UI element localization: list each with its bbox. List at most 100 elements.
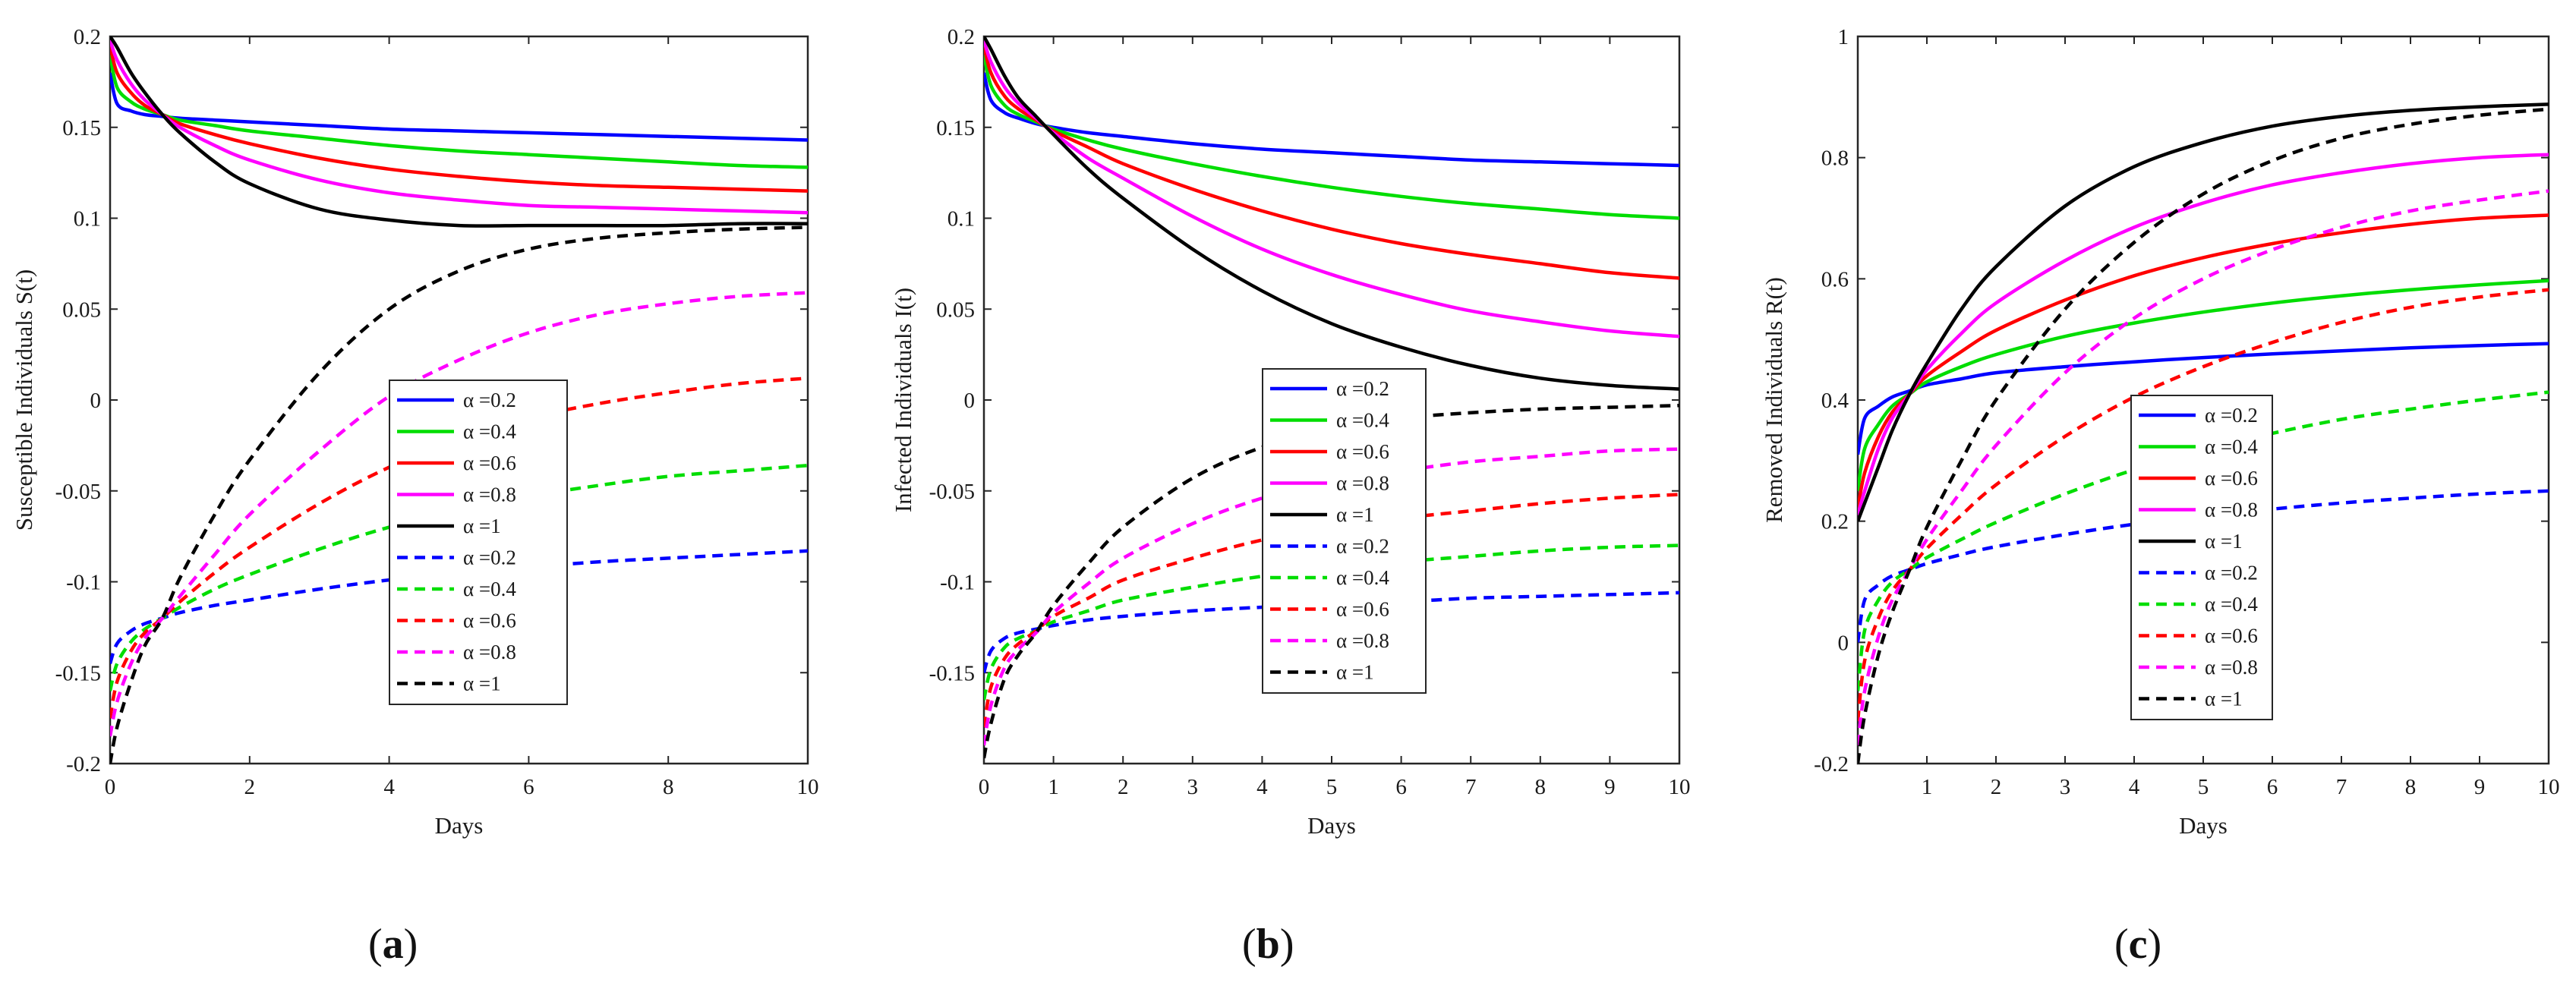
series-line-dashed-0.6: [984, 493, 1679, 728]
legend-entry: α =0.6: [463, 452, 516, 474]
y-tick-label: 0.4: [1821, 389, 1849, 413]
x-tick-label: 2: [1118, 775, 1129, 799]
series-line-dashed-1: [110, 225, 808, 764]
series-line-dashed-1: [984, 403, 1679, 759]
legend-entry: α =0.4: [463, 420, 516, 443]
series-line-dashed-0.8: [1858, 189, 2549, 746]
legend-entry: α =0.6: [463, 609, 516, 632]
panel-label: (b): [1242, 921, 1294, 968]
series-group: [110, 36, 808, 764]
legend-entry: α =1: [1336, 503, 1374, 526]
legend-entry: α =0.6: [2205, 467, 2258, 490]
legend-entry: α =0.8: [1336, 629, 1389, 652]
legend-entry: α =0.4: [2205, 593, 2258, 616]
x-tick-label: 6: [523, 775, 534, 799]
x-tick-label: 2: [244, 775, 256, 799]
y-tick-label: 0.05: [62, 298, 101, 322]
x-tick-label: 1: [1922, 775, 1933, 799]
series-line-solid-0.8: [110, 39, 808, 215]
legend-entry: α =0.2: [1336, 377, 1389, 400]
x-tick-label: 8: [2405, 775, 2417, 799]
legend: α =0.2 α =0.4 α =0.6 α =0.8 α =1 α =0.2 α =0.4…: [389, 380, 568, 705]
series-line-dashed-0.8: [984, 447, 1679, 746]
y-tick-label: 0.2: [947, 25, 975, 49]
legend-entry: α =0.2: [2205, 562, 2258, 584]
series-group: [984, 36, 1679, 759]
x-tick-label: 8: [1535, 775, 1547, 799]
y-axis-label: Susceptible Individuals S(t): [11, 269, 37, 531]
x-tick-label: 2: [1991, 775, 2002, 799]
x-tick-label: 10: [1669, 775, 1691, 799]
legend-entry: α =0.8: [463, 641, 516, 663]
y-tick-label: -0.2: [1814, 752, 1849, 776]
panel-label: (c): [2114, 921, 2161, 968]
legend-entry: α =0.8: [1336, 472, 1389, 495]
legend: α =0.2 α =0.4 α =0.6 α =0.8 α =1 α =0.2 α =0.4…: [1262, 368, 1427, 694]
chart-c: 1 2 3 4 5 6 7 8 9 10 -0.2 0 0.2 0.4 0.6 0.8 1 Days Removed…: [1761, 25, 2560, 968]
series-line-dashed-0.8: [110, 291, 808, 737]
series-line-dashed-0.4: [110, 463, 808, 691]
legend-entry: α =0.8: [2205, 499, 2258, 521]
x-tick-label: 0: [105, 775, 116, 799]
legend-entry: α =0.4: [1336, 566, 1389, 589]
y-tick-label: -0.05: [929, 480, 975, 504]
y-tick-label: 0.15: [62, 116, 101, 140]
x-tick-label: 9: [1604, 775, 1616, 799]
chart-b: 0 1 2 3 4 5 6 7 8 9 10 -0.15 -0.1 -0.05 0 0.05 0.1 0.15 0.…: [890, 25, 1691, 968]
legend-entry: α =0.4: [463, 578, 516, 600]
series-line-solid-0.2: [110, 72, 808, 142]
chart-a: 0 2 4 6 8 10 -0.2 -0.15 -0.1 -0.05 0 0.05 0.1 0.15 0.2…: [11, 25, 819, 968]
legend-entry: α =1: [2205, 688, 2243, 710]
series-line-solid-0.4: [110, 54, 808, 169]
series-line-solid-0.6: [110, 45, 808, 193]
legend-entry: α =0.6: [1336, 598, 1389, 621]
series-line-solid-1: [1858, 102, 2549, 522]
legend-entry: α =0.8: [463, 483, 516, 506]
series-line-solid-0.4: [984, 54, 1679, 220]
y-tick-label: -0.15: [55, 661, 101, 685]
x-tick-label: 7: [2336, 775, 2347, 799]
x-tick-label: 10: [797, 775, 819, 799]
x-tick-label: 6: [2267, 775, 2278, 799]
x-tick-label: 9: [2474, 775, 2486, 799]
series-line-solid-0.8: [1858, 153, 2549, 516]
y-tick-label: 0.8: [1821, 146, 1849, 171]
series-line-solid-0.8: [984, 39, 1679, 339]
series-line-solid-0.2: [1858, 342, 2549, 455]
x-tick-label: 3: [2060, 775, 2071, 799]
legend-entry: α =0.8: [2205, 656, 2258, 679]
legend-entry: α =0.2: [463, 389, 516, 411]
series-line-solid-0.6: [984, 45, 1679, 280]
series-line-dashed-0.4: [984, 543, 1679, 701]
series-group: [1858, 102, 2549, 764]
series-line-dashed-0.6: [1858, 288, 2549, 722]
legend-entry: α =0.2: [2205, 404, 2258, 427]
series-line-dashed-0.2: [110, 549, 808, 665]
series-line-solid-1: [110, 36, 808, 228]
y-axis-label: Infected Individuals I(t): [890, 288, 916, 512]
legend-entry: α =1: [1336, 661, 1374, 684]
x-axis-label: Days: [2179, 812, 2228, 839]
y-tick-label: 0: [1838, 631, 1849, 655]
y-tick-label: 0.2: [74, 25, 101, 49]
series-line-solid-1: [984, 36, 1679, 391]
series-line-solid-0.4: [1858, 279, 2549, 492]
x-tick-label: 1: [1048, 775, 1059, 799]
legend-entry: α =1: [463, 515, 501, 537]
x-tick-label: 7: [1465, 775, 1477, 799]
series-line-dashed-0.6: [110, 376, 808, 719]
y-tick-label: 0.15: [936, 116, 975, 140]
y-tick-label: -0.05: [55, 480, 101, 504]
legend-entry: α =0.6: [1336, 440, 1389, 463]
series-line-dashed-0.2: [984, 591, 1679, 673]
x-axis-label: Days: [1307, 812, 1356, 839]
y-tick-label: 0.2: [1821, 510, 1849, 534]
series-line-dashed-0.4: [1858, 390, 2549, 691]
x-tick-label: 4: [1256, 775, 1268, 799]
x-tick-label: 0: [979, 775, 990, 799]
y-tick-label: 0.1: [74, 207, 101, 232]
y-tick-label: 0.6: [1821, 267, 1849, 291]
legend-box: [2130, 395, 2273, 720]
legend-entry: α =1: [2205, 530, 2243, 553]
